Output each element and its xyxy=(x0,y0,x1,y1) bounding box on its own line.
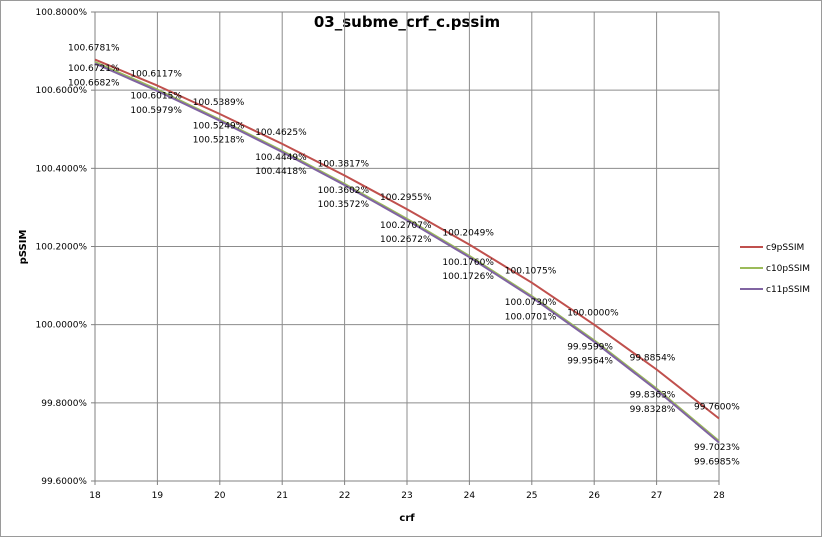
data-label-c9pSSIM: 99.8854% xyxy=(630,353,676,363)
series-line-c10pSSIM xyxy=(94,61,720,442)
legend-entry: c11pSSIM xyxy=(766,285,810,295)
y-tick-label: 100.0000% xyxy=(36,321,88,331)
y-tick-label: 100.2000% xyxy=(36,243,88,253)
x-tick-label: 19 xyxy=(152,491,164,501)
data-label-c9pSSIM: 100.0000% xyxy=(567,309,619,319)
data-label-c10pSSIM: 100.6015% xyxy=(130,92,182,102)
series-line-c9pSSIM xyxy=(94,58,720,420)
y-axis-ticks: 99.6000% 99.8000% 100.0000% 100.2000% 100.40… xyxy=(36,8,95,487)
data-label-c9pSSIM: 100.3817% xyxy=(318,159,370,169)
legend: c9pSSIM c10pSSIM c11pSSIM xyxy=(740,243,810,295)
data-label-c10pSSIM: 99.7023% xyxy=(694,443,740,453)
series-line-c11pSSIM xyxy=(94,62,720,444)
data-label-c10pSSIM: 100.2707% xyxy=(380,221,432,231)
gridlines xyxy=(94,11,720,482)
data-label-c11pSSIM: 100.5218% xyxy=(193,136,245,146)
x-tick-label: 22 xyxy=(339,491,350,501)
data-label-c9pSSIM: 100.5389% xyxy=(193,98,245,108)
x-tick-label: 20 xyxy=(214,491,226,501)
y-tick-label: 100.6000% xyxy=(36,86,88,96)
data-label-c10pSSIM: 100.4449% xyxy=(255,153,307,163)
x-tick-label: 26 xyxy=(588,491,600,501)
data-label-c11pSSIM: 100.1726% xyxy=(442,272,494,282)
data-labels: 100.6781% 100.6117% 100.5389% 100.4625% 100.… xyxy=(68,44,740,468)
x-tick-label: 24 xyxy=(464,491,476,501)
y-axis-title: pSSIM xyxy=(18,230,29,265)
data-label-c11pSSIM: 100.2672% xyxy=(380,235,432,245)
data-label-c10pSSIM: 100.1760% xyxy=(442,258,494,268)
data-label-c11pSSIM: 100.5979% xyxy=(130,106,182,116)
data-label-c9pSSIM: 100.4625% xyxy=(255,128,307,138)
data-label-c10pSSIM: 100.0730% xyxy=(505,298,557,308)
y-tick-label: 99.6000% xyxy=(41,477,87,487)
data-label-c9pSSIM: 100.1075% xyxy=(505,267,557,277)
x-axis-title: crf xyxy=(399,513,415,524)
data-label-c10pSSIM: 100.3602% xyxy=(318,186,370,196)
y-tick-label: 100.8000% xyxy=(36,8,88,18)
legend-entry: c10pSSIM xyxy=(766,264,810,274)
data-label-c11pSSIM: 100.4418% xyxy=(255,167,307,177)
data-label-c10pSSIM: 99.9599% xyxy=(567,342,613,352)
x-tick-label: 25 xyxy=(526,491,537,501)
data-label-c9pSSIM: 100.6117% xyxy=(130,70,182,80)
y-tick-label: 99.8000% xyxy=(41,399,87,409)
x-tick-label: 21 xyxy=(276,491,287,501)
x-axis-ticks: 18 19 20 21 22 23 24 25 26 27 28 xyxy=(89,481,725,501)
x-tick-label: 28 xyxy=(713,491,725,501)
x-tick-label: 23 xyxy=(401,491,412,501)
x-tick-label: 27 xyxy=(651,491,662,501)
data-label-c9pSSIM: 100.6781% xyxy=(68,44,120,54)
y-tick-label: 100.4000% xyxy=(36,164,88,174)
data-label-c9pSSIM: 100.2049% xyxy=(442,229,494,239)
data-label-c10pSSIM: 100.6721% xyxy=(68,64,120,74)
data-label-c9pSSIM: 100.2955% xyxy=(380,193,432,203)
data-label-c9pSSIM: 99.7600% xyxy=(694,402,740,412)
data-label-c11pSSIM: 99.8328% xyxy=(630,405,676,415)
data-label-c10pSSIM: 99.8363% xyxy=(630,391,676,401)
data-label-c11pSSIM: 100.6682% xyxy=(68,79,120,89)
x-tick-label: 18 xyxy=(89,491,101,501)
data-label-c11pSSIM: 99.6985% xyxy=(694,458,740,468)
data-label-c10pSSIM: 100.5249% xyxy=(193,122,245,132)
data-label-c11pSSIM: 99.9564% xyxy=(567,357,613,367)
legend-entry: c9pSSIM xyxy=(766,243,804,253)
data-label-c11pSSIM: 100.0701% xyxy=(505,312,557,322)
data-label-c11pSSIM: 100.3572% xyxy=(318,200,370,210)
series-lines xyxy=(94,58,720,444)
